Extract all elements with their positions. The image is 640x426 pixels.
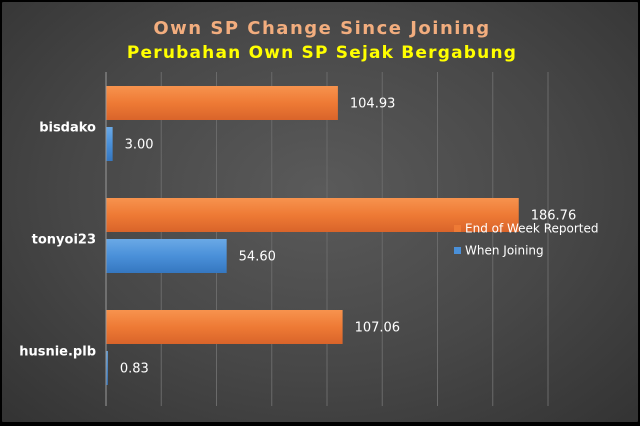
legend-swatch xyxy=(454,247,461,254)
category-label: tonyoi23 xyxy=(32,233,96,248)
bar-end-of-week xyxy=(106,198,519,232)
gridlines xyxy=(160,72,549,406)
category-labels: bisdako tonyoi23 husnie.plb xyxy=(19,121,96,360)
bar-when-joining xyxy=(106,351,108,385)
legend-label: End of Week Reported xyxy=(465,222,598,236)
data-label: 107.06 xyxy=(355,321,401,336)
legend-label: When Joining xyxy=(465,244,544,258)
data-label: 54.60 xyxy=(239,250,276,265)
data-labels: 104.93 3.00 186.76 54.60 107.06 0.83 xyxy=(120,97,576,377)
category-label: bisdako xyxy=(39,121,96,136)
chart-subtitle: Perubahan Own SP Sejak Bergabung xyxy=(127,43,517,63)
legend: End of Week Reported When Joining xyxy=(454,222,598,258)
bar-end-of-week xyxy=(106,86,338,120)
bar-when-joining xyxy=(106,127,113,161)
data-label: 186.76 xyxy=(531,209,577,224)
bar-end-of-week xyxy=(106,310,343,344)
legend-swatch xyxy=(454,225,461,232)
chart-title: Own SP Change Since Joining xyxy=(153,18,490,39)
bar-when-joining xyxy=(106,239,227,273)
bars xyxy=(106,86,519,385)
data-label: 3.00 xyxy=(125,138,154,153)
category-label: husnie.plb xyxy=(19,345,96,360)
data-label: 104.93 xyxy=(350,97,396,112)
data-label: 0.83 xyxy=(120,362,149,377)
